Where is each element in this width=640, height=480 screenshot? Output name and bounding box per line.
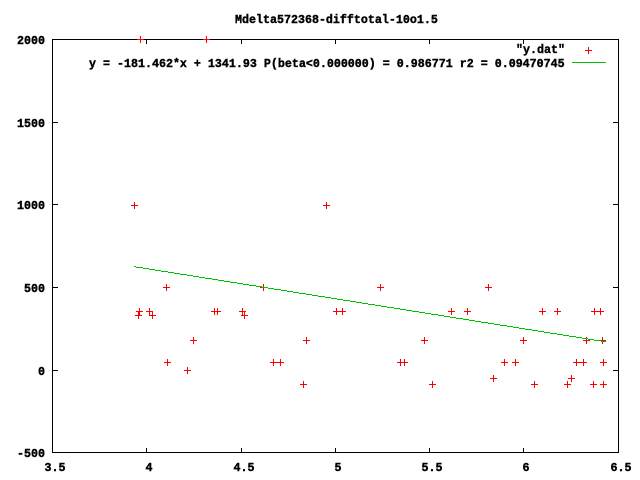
- svg-text:6.5: 6.5: [611, 461, 632, 475]
- svg-text:2000: 2000: [17, 34, 45, 48]
- svg-text:-500: -500: [17, 447, 45, 461]
- svg-text:3.5: 3.5: [45, 461, 66, 475]
- svg-text:1000: 1000: [17, 199, 45, 213]
- svg-text:0: 0: [38, 365, 45, 379]
- svg-text:1500: 1500: [17, 117, 45, 131]
- svg-text:"y.dat": "y.dat": [516, 43, 565, 57]
- svg-text:4: 4: [146, 461, 153, 475]
- svg-text:5: 5: [335, 461, 342, 475]
- svg-text:5.5: 5.5: [422, 461, 443, 475]
- svg-text:4.5: 4.5: [234, 461, 255, 475]
- svg-text:y = -181.462*x + 1341.93 P(bet: y = -181.462*x + 1341.93 P(beta<0.000000…: [89, 57, 565, 71]
- svg-text:Mdelta572368-difftotal-10o1.5: Mdelta572368-difftotal-10o1.5: [235, 13, 438, 27]
- svg-text:500: 500: [24, 282, 45, 296]
- svg-text:6: 6: [523, 461, 530, 475]
